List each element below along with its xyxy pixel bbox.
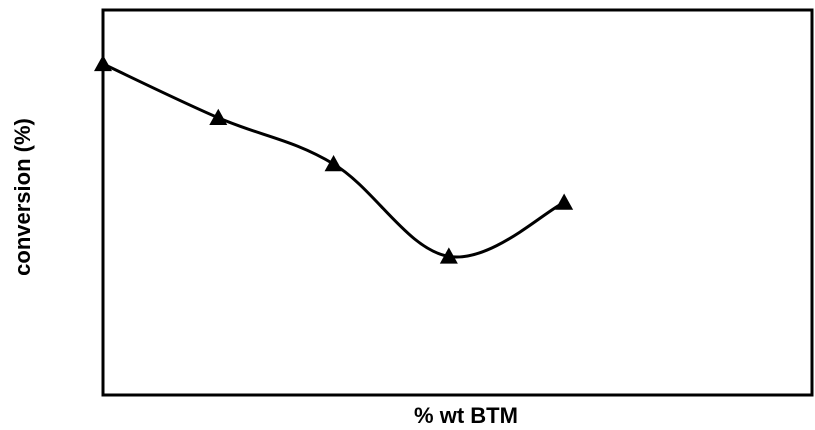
series-layer — [94, 54, 574, 264]
data-point-1 — [94, 54, 112, 72]
data-point-3 — [324, 155, 343, 172]
y-axis-label: conversion (%) — [10, 118, 35, 276]
data-point-2 — [209, 108, 228, 125]
data-point-5 — [555, 193, 574, 210]
data-point-4 — [439, 247, 458, 264]
x-axis-label: % wt BTM — [414, 403, 518, 428]
plot-area-frame — [101, 8, 814, 397]
